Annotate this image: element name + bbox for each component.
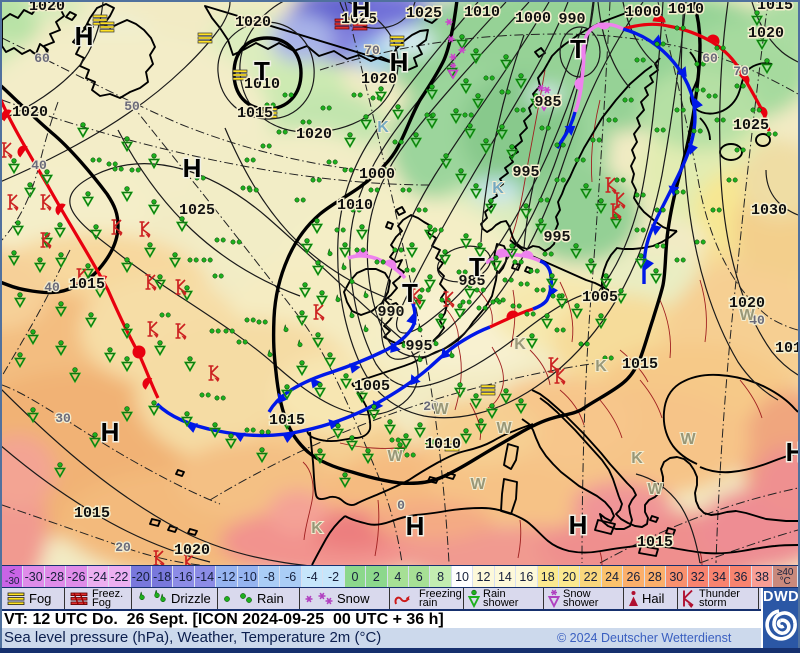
svg-text:H: H <box>352 2 371 23</box>
svg-text:0: 0 <box>397 498 405 513</box>
svg-text:1005: 1005 <box>354 378 390 395</box>
svg-text:1015: 1015 <box>74 505 110 522</box>
svg-text:1020: 1020 <box>174 542 210 559</box>
svg-text:H: H <box>390 47 409 77</box>
svg-text:H: H <box>406 511 425 541</box>
svg-text:1015: 1015 <box>269 412 305 429</box>
svg-text:W: W <box>739 307 755 324</box>
svg-text:1000: 1000 <box>625 4 661 21</box>
svg-text:1025: 1025 <box>733 117 769 134</box>
svg-text:H: H <box>75 21 94 51</box>
svg-text:1000: 1000 <box>359 166 395 183</box>
svg-text:40: 40 <box>749 313 765 328</box>
svg-text:T: T <box>469 252 485 282</box>
svg-text:1020: 1020 <box>361 71 397 88</box>
svg-text:1020: 1020 <box>235 14 271 31</box>
svg-text:1010: 1010 <box>668 2 704 18</box>
svg-text:40: 40 <box>44 280 60 295</box>
svg-text:1020: 1020 <box>729 295 765 312</box>
svg-text:50: 50 <box>124 99 140 114</box>
svg-text:1020: 1020 <box>12 104 48 121</box>
svg-text:1030: 1030 <box>751 202 787 219</box>
svg-text:K: K <box>311 520 323 537</box>
svg-text:T: T <box>254 56 270 86</box>
svg-text:1025: 1025 <box>406 5 442 22</box>
svg-text:40: 40 <box>31 158 47 173</box>
svg-text:1015: 1015 <box>757 2 793 14</box>
svg-text:H: H <box>183 153 202 183</box>
svg-text:K: K <box>492 180 504 197</box>
svg-text:T: T <box>402 278 418 308</box>
svg-text:995: 995 <box>543 229 570 246</box>
svg-text:1000: 1000 <box>515 10 551 27</box>
svg-text:W: W <box>496 420 512 437</box>
svg-text:K: K <box>595 358 607 375</box>
svg-text:1020: 1020 <box>748 25 784 42</box>
svg-text:T: T <box>570 34 586 64</box>
svg-text:W: W <box>680 431 696 448</box>
svg-text:1020: 1020 <box>29 2 65 15</box>
svg-text:K: K <box>377 119 389 136</box>
svg-text:1025: 1025 <box>179 202 215 219</box>
svg-text:1015: 1015 <box>237 105 273 122</box>
svg-text:1025: 1025 <box>341 11 377 28</box>
svg-text:985: 985 <box>458 273 485 290</box>
svg-text:30: 30 <box>55 411 71 426</box>
svg-text:990: 990 <box>377 304 404 321</box>
svg-text:995: 995 <box>405 338 432 355</box>
svg-text:W: W <box>647 481 663 498</box>
svg-text:1015: 1015 <box>69 276 105 293</box>
svg-text:K: K <box>514 336 526 353</box>
svg-text:W: W <box>470 476 486 493</box>
svg-text:995: 995 <box>512 164 539 181</box>
svg-text:990: 990 <box>558 11 585 28</box>
svg-text:1010: 1010 <box>464 4 500 21</box>
svg-text:1010: 1010 <box>425 436 461 453</box>
svg-text:60: 60 <box>34 51 50 66</box>
svg-text:1010: 1010 <box>244 76 280 93</box>
svg-text:W: W <box>387 448 403 465</box>
svg-text:H: H <box>786 437 798 467</box>
svg-text:70: 70 <box>733 64 749 79</box>
svg-text:1005: 1005 <box>582 289 618 306</box>
svg-text:1010: 1010 <box>337 197 373 214</box>
svg-text:1015: 1015 <box>637 534 673 551</box>
svg-text:W: W <box>433 401 449 418</box>
svg-text:H: H <box>569 510 588 540</box>
svg-text:60: 60 <box>702 51 718 66</box>
svg-text:985: 985 <box>534 94 561 111</box>
svg-text:20: 20 <box>423 399 439 414</box>
svg-text:1015: 1015 <box>775 340 798 357</box>
svg-text:70: 70 <box>364 43 380 58</box>
svg-text:H: H <box>101 417 120 447</box>
svg-text:K: K <box>631 450 643 467</box>
svg-text:1015: 1015 <box>622 356 658 373</box>
svg-text:20: 20 <box>115 540 131 555</box>
svg-text:1020: 1020 <box>296 126 332 143</box>
